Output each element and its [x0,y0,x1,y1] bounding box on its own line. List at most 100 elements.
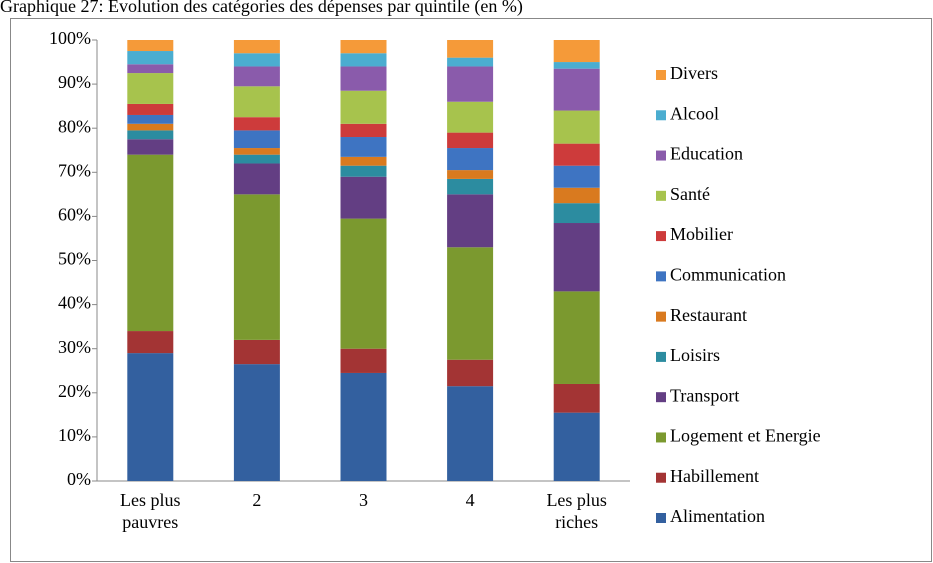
chart-title: Graphique 27: Evolution des catégories d… [0,0,523,17]
bar-segment [233,154,280,164]
legend-swatch [656,392,666,403]
y-tick-label: 70% [58,160,91,180]
legend-label: Habillement [670,466,759,486]
y-tick-label: 50% [58,249,91,269]
legend-label: Mobilier [670,224,733,244]
bar-segment [553,143,600,166]
bar-segment [127,73,174,104]
y-tick-label: 30% [58,337,91,357]
bar-segment [447,57,494,67]
bar-segment [553,383,600,413]
y-tick-label: 0% [67,469,91,489]
bar-segment [553,68,600,111]
bar-segment [127,64,174,74]
legend-label: Communication [670,264,786,284]
bar-segment [447,178,494,195]
x-tick-label: Les plus pauvres [120,490,181,532]
legend-label: Restaurant [670,305,747,325]
bar-segment [127,130,174,140]
bar-segment [447,170,494,179]
y-tick-label: 40% [58,293,91,313]
bar-segment [340,176,387,219]
bar-segment [553,187,600,204]
bar-segment [553,165,600,188]
bar-segment [553,40,600,63]
bar-segment [553,291,600,384]
legend-swatch [656,311,666,322]
bar-segment [233,194,280,340]
bar-segment [340,40,387,54]
legend-swatch [656,70,666,80]
bar-segment [233,364,280,481]
bar-segment [340,137,387,157]
y-tick-label: 60% [58,205,91,225]
legend-label: Transport [670,385,739,405]
bar-segment [340,156,387,166]
bar-segment [447,359,494,387]
bar-segment [553,62,600,69]
bar-segment [447,247,494,360]
bar-segment [233,53,280,67]
bar-segment [553,223,600,292]
bar-segment [553,110,600,144]
legend-label: Education [670,144,743,164]
x-tick-label: Les plus riches [546,490,607,532]
bar-segment [447,194,494,248]
bar-segment [233,130,280,149]
bar-segment [233,40,280,54]
bar-segment [340,218,387,349]
bar-segment [447,132,494,149]
legend-label: Alimentation [670,506,765,526]
legend-label: Alcool [670,103,719,123]
bar-segment [340,66,387,91]
legend-swatch [656,190,666,201]
bar-segment [553,412,600,481]
bar-segment [127,103,174,115]
bar-segment [127,40,174,52]
bar-segment [447,148,494,171]
legend-swatch [656,110,666,121]
bar-segment [340,90,387,124]
y-tick-label: 100% [49,28,91,48]
bar-segment [127,123,174,131]
bar-segment [340,165,387,177]
legend-swatch [656,351,666,362]
legend-swatch [656,150,666,161]
legend-label: Loisirs [670,345,720,365]
legend-swatch [656,231,666,242]
x-tick-label: 2 [252,490,262,510]
bar-segment [127,154,174,332]
bar-segment [233,117,280,131]
y-tick-label: 80% [58,116,91,136]
y-tick-label: 20% [58,381,91,401]
bar-segment [340,123,387,138]
legend-swatch [656,271,666,282]
bar-segment [447,66,494,102]
legend-swatch [656,472,666,483]
bar-segment [127,331,174,354]
bar-segment [233,163,280,195]
bar-segment [340,53,387,67]
bar-segment [447,101,494,133]
bar-segment [127,353,174,481]
y-tick-label: 10% [58,425,91,445]
bar-segment [447,386,494,481]
y-tick-label: 90% [58,72,91,92]
bar-segment [127,114,174,124]
legend-label: Santé [670,184,710,204]
bar-segment [447,40,494,58]
legend-label: Divers [670,63,718,83]
bar-segment [127,139,174,155]
x-tick-label: 4 [465,490,475,510]
legend-swatch [656,513,666,523]
bar-segment [233,86,280,118]
bar-segment [233,66,280,87]
bar-segment [340,372,387,481]
legend-swatch [656,432,666,443]
bar-segment [553,203,600,224]
x-tick-label: 3 [359,490,368,510]
bar-segment [233,148,280,155]
bar-segment [127,51,174,65]
